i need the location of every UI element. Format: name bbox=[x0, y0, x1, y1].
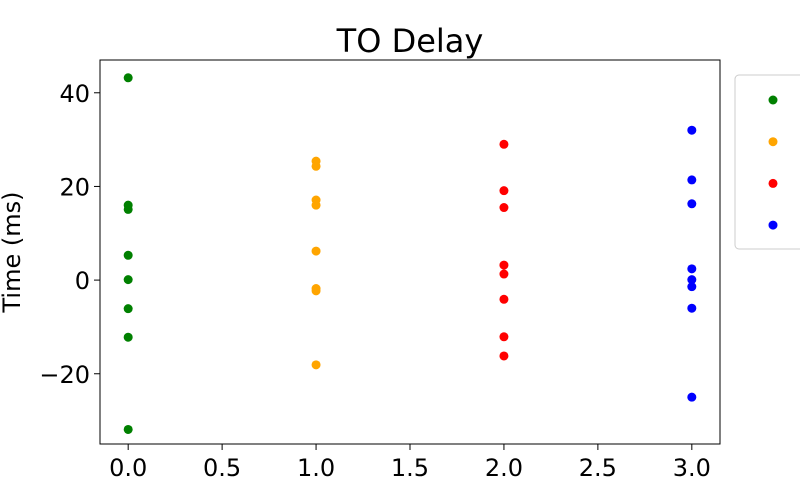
y-tick-label: 40 bbox=[59, 80, 90, 108]
x-tick-label: 1.5 bbox=[391, 454, 429, 482]
y-tick-label: 20 bbox=[59, 173, 90, 201]
data-point bbox=[687, 282, 697, 292]
x-axis: 0.0 0.5 1.0 1.5 2.0 2.5 3.0 bbox=[109, 444, 711, 482]
data-point bbox=[123, 304, 133, 314]
series-4 bbox=[687, 125, 697, 402]
data-point bbox=[123, 204, 133, 214]
data-point bbox=[499, 260, 509, 270]
data-point bbox=[499, 203, 509, 213]
x-tick-label: 2.5 bbox=[579, 454, 617, 482]
data-points bbox=[123, 73, 697, 434]
legend-marker-4 bbox=[768, 220, 778, 230]
x-tick-label: 0.5 bbox=[203, 454, 241, 482]
data-point bbox=[123, 332, 133, 342]
plot-area bbox=[99, 59, 721, 445]
data-point bbox=[687, 175, 697, 185]
data-point bbox=[499, 351, 509, 361]
series-3 bbox=[499, 139, 509, 361]
data-point bbox=[123, 275, 133, 285]
series-2 bbox=[311, 156, 321, 370]
data-point bbox=[311, 161, 321, 171]
data-point bbox=[123, 73, 133, 83]
chart-title: TO Delay bbox=[336, 22, 484, 60]
legend-marker-1 bbox=[768, 95, 778, 105]
legend-frame bbox=[734, 74, 800, 250]
data-point bbox=[687, 199, 697, 209]
data-point bbox=[311, 246, 321, 256]
data-point bbox=[499, 139, 509, 149]
x-tick-label: 1.0 bbox=[297, 454, 335, 482]
y-axis: −20 0 20 40 bbox=[39, 80, 100, 389]
legend-marker-2 bbox=[768, 137, 778, 147]
legend bbox=[734, 74, 800, 250]
data-point bbox=[499, 332, 509, 342]
legend-marker-3 bbox=[768, 178, 778, 188]
series-1 bbox=[123, 73, 133, 434]
x-tick-label: 0.0 bbox=[109, 454, 147, 482]
y-tick-label: 0 bbox=[75, 267, 90, 295]
data-point bbox=[499, 269, 509, 279]
data-point bbox=[687, 392, 697, 402]
data-point bbox=[687, 125, 697, 135]
x-tick-label: 3.0 bbox=[673, 454, 711, 482]
data-point bbox=[687, 275, 697, 285]
data-point bbox=[311, 286, 321, 296]
data-point bbox=[687, 264, 697, 274]
data-point bbox=[123, 250, 133, 260]
data-point bbox=[311, 360, 321, 370]
data-point bbox=[499, 186, 509, 196]
x-tick-label: 2.0 bbox=[485, 454, 523, 482]
y-axis-label: Time (ms) bbox=[0, 192, 26, 314]
data-point bbox=[687, 303, 697, 313]
data-point bbox=[123, 424, 133, 434]
plot-frame bbox=[99, 59, 721, 445]
data-point bbox=[311, 200, 321, 210]
data-point bbox=[499, 294, 509, 304]
y-tick-label: −20 bbox=[39, 361, 90, 389]
